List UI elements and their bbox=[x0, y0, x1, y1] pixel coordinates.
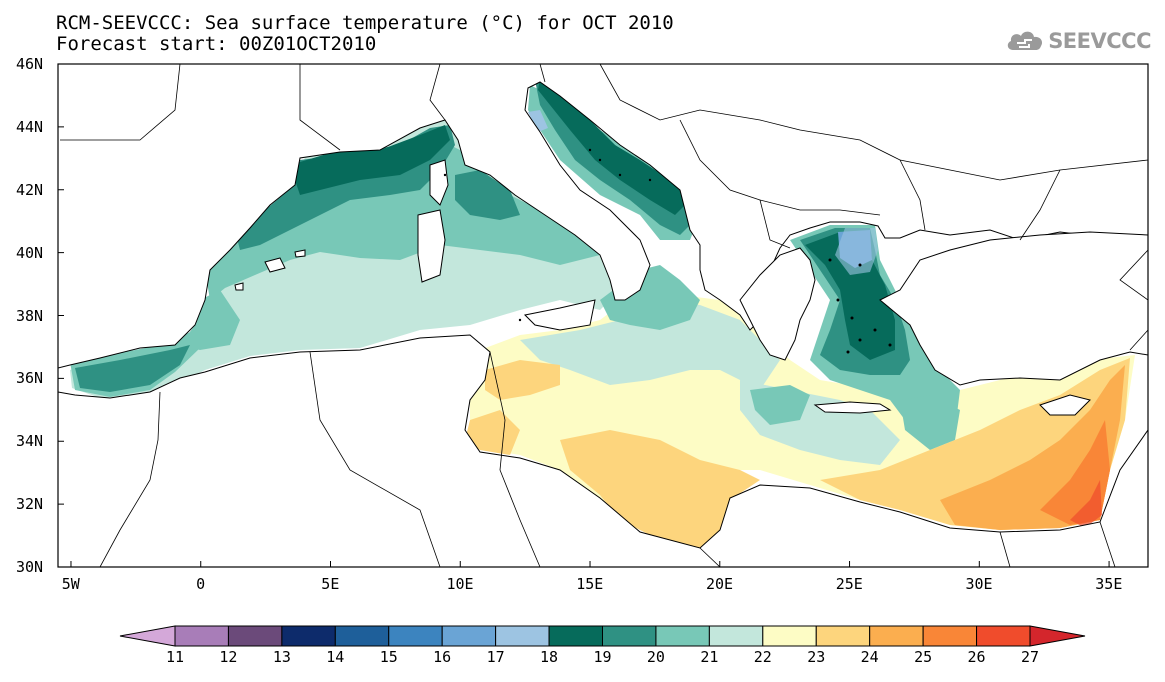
land-corsica bbox=[429, 159, 449, 206]
colorbar-box bbox=[281, 625, 336, 647]
y-tick-label: 46N bbox=[16, 55, 44, 73]
y-tick-label: 30N bbox=[16, 558, 44, 576]
borders bbox=[60, 64, 1148, 567]
y-ticks bbox=[58, 63, 64, 568]
colorbar-label: 18 bbox=[540, 648, 559, 666]
x-tick-label: 30E bbox=[965, 575, 993, 593]
land-sicily bbox=[523, 299, 596, 331]
y-tick-label: 40N bbox=[16, 243, 44, 262]
colorbar-box bbox=[655, 625, 710, 647]
x-tick-label: 35E bbox=[1095, 575, 1123, 593]
land-africa bbox=[58, 334, 1148, 567]
y-tick-label: 36N bbox=[16, 369, 44, 388]
x-tick-label: 25E bbox=[835, 575, 863, 593]
colorbar-label: 26 bbox=[967, 648, 986, 666]
colorbar-label: 13 bbox=[272, 648, 291, 666]
colorbar-label: 11 bbox=[165, 648, 185, 666]
colorbar-box bbox=[548, 625, 603, 647]
seevccc-logo: SEEVCCC bbox=[1005, 26, 1151, 56]
sst-adriatic-17 bbox=[528, 110, 548, 132]
y-tick-label: 44N bbox=[16, 117, 44, 136]
colorbar-label: 16 bbox=[433, 648, 452, 666]
colorbar-label: 27 bbox=[1020, 648, 1040, 666]
sst-adriatic-18 bbox=[538, 78, 690, 215]
sst-tunisia-24 bbox=[485, 360, 560, 400]
sst-ionian-21 bbox=[520, 300, 780, 390]
colorbar-box bbox=[976, 625, 1031, 647]
colorbar-box bbox=[388, 625, 443, 647]
colorbar-label: 17 bbox=[486, 648, 505, 666]
y-tick-label: 42N bbox=[16, 180, 44, 199]
colorbar-label: 15 bbox=[379, 648, 398, 666]
land-crete bbox=[813, 401, 892, 414]
sst-west-18 bbox=[290, 125, 450, 195]
sst-west-20 bbox=[205, 135, 600, 300]
land-europe bbox=[58, 64, 1148, 369]
colorbar-box bbox=[495, 625, 550, 647]
sst-field bbox=[70, 78, 1135, 548]
x-tick-label: 5W bbox=[61, 575, 80, 593]
x-tick-label: 5E bbox=[321, 575, 340, 593]
map-plot-area bbox=[58, 64, 1148, 567]
x-tick-label: 15E bbox=[576, 575, 604, 593]
land-mallorca bbox=[264, 257, 286, 273]
colorbar-label: 19 bbox=[593, 648, 612, 666]
land bbox=[58, 64, 1148, 567]
colorbar-label: 22 bbox=[753, 648, 772, 666]
colorbar-label: 20 bbox=[646, 648, 665, 666]
colorbar-arrow-high bbox=[1029, 625, 1086, 647]
chart-subtitle: Forecast start: 00Z01OCT2010 bbox=[56, 33, 377, 55]
land-sardinia bbox=[417, 209, 446, 283]
land-anatolia bbox=[879, 231, 1148, 386]
colorbar-box bbox=[334, 625, 390, 647]
colorbar-box bbox=[441, 625, 497, 647]
colorbar-label: 12 bbox=[219, 648, 238, 666]
x-tick-label: 10E bbox=[446, 575, 474, 593]
x-tick-label: 0 bbox=[196, 575, 206, 593]
colorbar-box bbox=[815, 625, 871, 647]
land-menorca bbox=[294, 249, 306, 258]
sst-aegean-17 bbox=[835, 228, 878, 275]
colorbar-arrow-low bbox=[119, 625, 176, 647]
colorbar bbox=[119, 625, 1086, 647]
colorbar-box bbox=[869, 625, 924, 647]
sst-ionian-20b bbox=[750, 385, 810, 425]
x-ticks bbox=[70, 561, 1110, 567]
sst-gabes-24 bbox=[465, 410, 520, 455]
colorbar-box bbox=[922, 625, 978, 647]
land-cyprus bbox=[1039, 394, 1091, 416]
colorbar-label: 14 bbox=[326, 648, 345, 666]
sst-levant-26b bbox=[1070, 480, 1102, 528]
islands bbox=[443, 148, 892, 354]
colorbar-label: 24 bbox=[860, 648, 879, 666]
y-tick-label: 38N bbox=[16, 306, 44, 325]
y-tick-label: 32N bbox=[16, 495, 44, 514]
colorbar-box bbox=[174, 625, 229, 647]
colorbar-label: 23 bbox=[807, 648, 826, 666]
sst-rhodes-20 bbox=[900, 395, 960, 450]
y-tick-label: 34N bbox=[16, 432, 44, 451]
cloud-icon bbox=[1007, 31, 1043, 50]
x-tick-label: 20E bbox=[705, 575, 734, 593]
logo-text: SEEVCCC bbox=[1048, 29, 1151, 53]
sst-tyrr-19 bbox=[455, 170, 520, 220]
colorbar-label: 21 bbox=[700, 648, 719, 666]
colorbar-box bbox=[762, 625, 817, 647]
sst-sidra-24 bbox=[560, 430, 760, 548]
colorbar-label: 25 bbox=[914, 648, 933, 666]
colorbar-box bbox=[602, 625, 657, 647]
land-greece bbox=[739, 247, 816, 361]
sst-alboran-19 bbox=[75, 345, 190, 392]
colorbar-box bbox=[708, 625, 764, 647]
colorbar-box bbox=[227, 625, 283, 647]
chart-title: RCM-SEEVCCC: Sea surface temperature (°C… bbox=[56, 12, 674, 34]
land-ibiza bbox=[234, 282, 244, 291]
